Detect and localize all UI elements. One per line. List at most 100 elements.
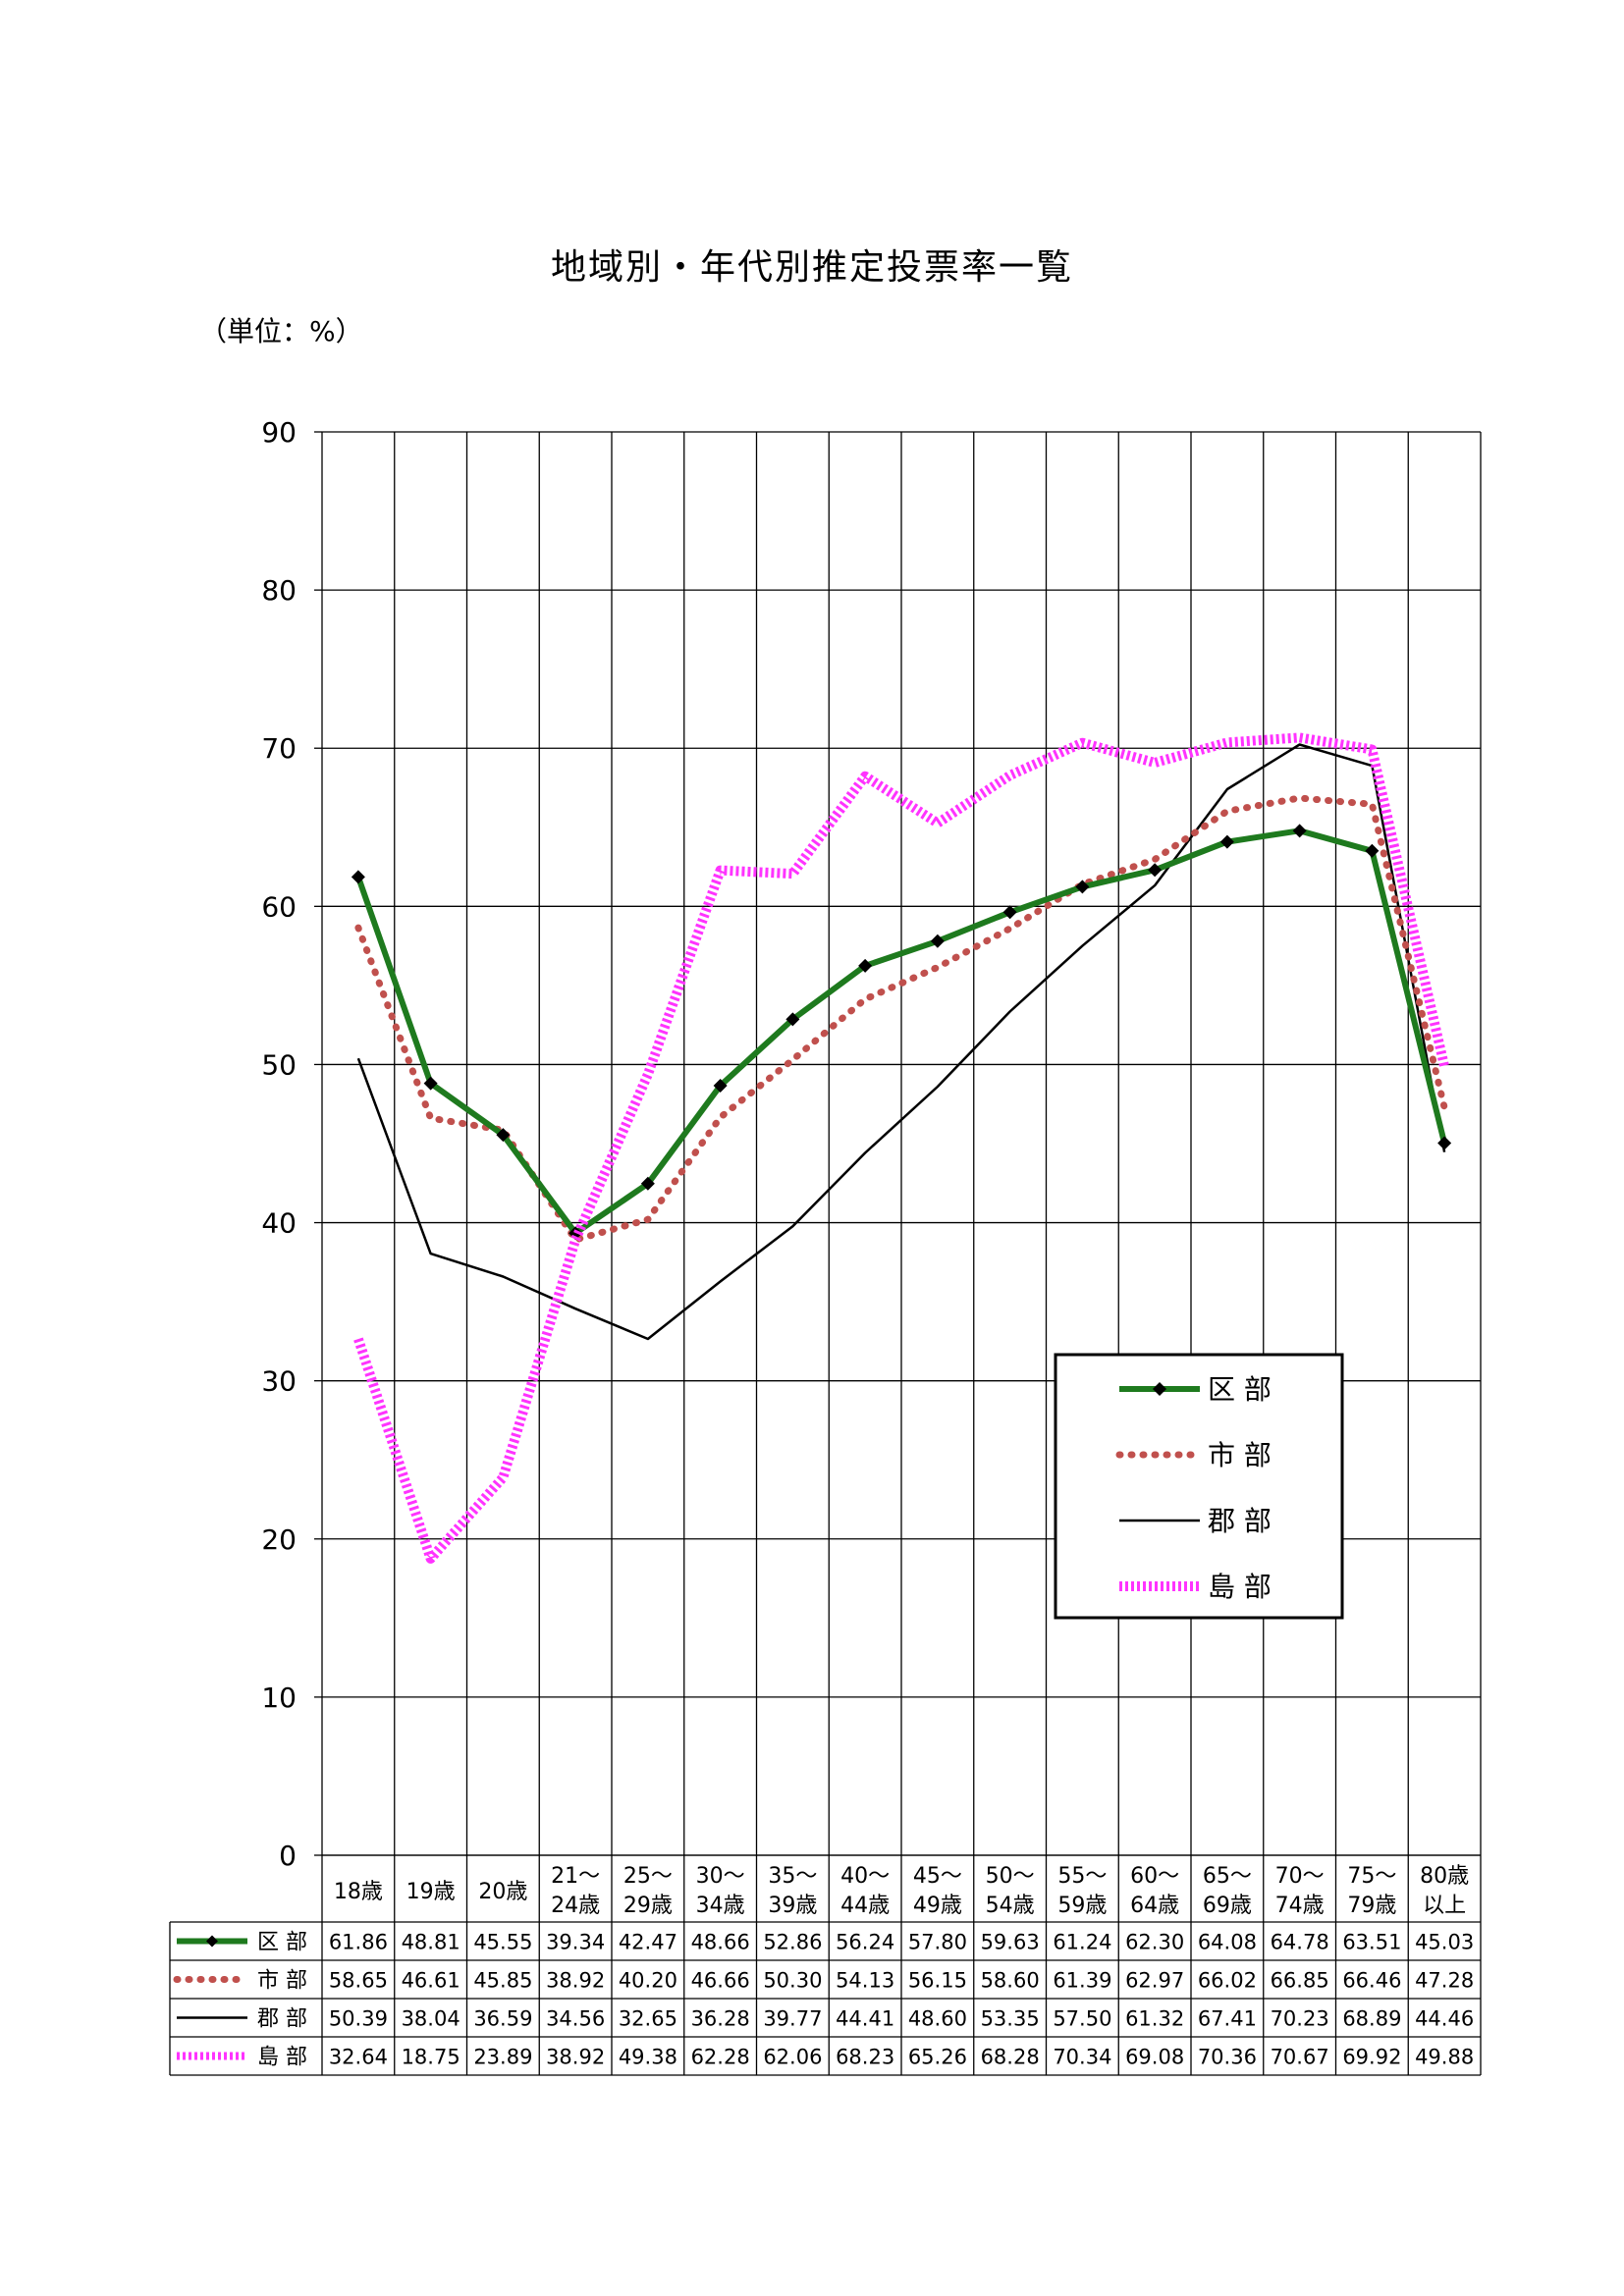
- table-cell-value: 39.77: [763, 2007, 822, 2031]
- table-cell-value: 52.86: [763, 1931, 822, 1954]
- data-point-marker: [496, 1128, 511, 1143]
- legend-entry-4: 島 部: [1119, 1571, 1272, 1603]
- table-cell-value: 62.06: [763, 2046, 822, 2069]
- table-cell-value: 70.67: [1271, 2046, 1329, 2069]
- legend-entry-1: 区 部: [1119, 1373, 1272, 1406]
- legend-entry-3: 郡 部: [1119, 1505, 1272, 1537]
- table-cell-value: 59.63: [981, 1931, 1040, 1954]
- table-cell-value: 57.50: [1053, 2007, 1111, 2031]
- data-point-marker: [351, 870, 365, 884]
- x-category-label: 18歳: [334, 1880, 383, 1904]
- x-category-label: 20歳: [478, 1880, 527, 1904]
- x-category-label: 79歳: [1347, 1894, 1396, 1918]
- legend-label: 市 部: [1208, 1439, 1272, 1471]
- x-category-label: 54歳: [986, 1894, 1035, 1918]
- legend-label: 島 部: [1208, 1571, 1272, 1603]
- y-tick-label: 70: [261, 732, 297, 765]
- table-cell-value: 40.20: [619, 1969, 677, 1993]
- x-category-label: 49歳: [913, 1894, 962, 1918]
- x-category-label: 34歳: [696, 1894, 745, 1918]
- x-category-label: 39歳: [768, 1894, 817, 1918]
- table-cell-value: 69.92: [1342, 2046, 1401, 2069]
- chart-grid: [314, 431, 1482, 1856]
- legend-marker: [1153, 1382, 1166, 1396]
- x-category-label: 21～: [551, 1864, 600, 1889]
- x-category-label: 44歳: [840, 1894, 890, 1918]
- y-tick-label: 40: [261, 1207, 297, 1240]
- table-cell-value: 68.28: [981, 2046, 1040, 2069]
- x-category-label: 24歳: [551, 1894, 600, 1918]
- table-cell-value: 49.38: [619, 2046, 677, 2069]
- unit-label: （単位：%）: [199, 315, 363, 347]
- x-category-label: 64歳: [1130, 1894, 1179, 1918]
- table-cell-value: 39.34: [546, 1931, 605, 1954]
- series-lines: [351, 732, 1452, 1564]
- table-cell-value: 61.39: [1053, 1969, 1111, 1993]
- x-category-label: 69歳: [1203, 1894, 1252, 1918]
- y-tick-label: 60: [261, 890, 297, 923]
- data-point-marker: [713, 1079, 728, 1094]
- table-cell-value: 50.39: [329, 2007, 388, 2031]
- table-cell-value: 61.24: [1053, 1931, 1111, 1954]
- x-category-label: 45～: [913, 1864, 962, 1889]
- y-tick-label: 50: [261, 1048, 297, 1081]
- table-cell-value: 61.32: [1125, 2007, 1184, 2031]
- data-table: 18歳 19歳 20歳 21～ 24歳 25～ 29歳 30～ 34歳 35～ 39歳 40～ 44歳 4…: [169, 1854, 1482, 2076]
- y-tick-label: 30: [261, 1365, 297, 1398]
- legend-box: [1054, 1353, 1344, 1620]
- table-cell-value: 68.89: [1342, 2007, 1401, 2031]
- x-category-label: 30～: [696, 1864, 745, 1889]
- legend-entry-2: 市 部: [1115, 1439, 1272, 1471]
- data-point-marker: [1219, 834, 1234, 849]
- series-3: [356, 743, 1446, 1341]
- table-row: 島 部 32.64 18.75 23.89 38.92 49.38 62.28 62.06 68…: [177, 2046, 1474, 2070]
- x-category-label: 50～: [986, 1864, 1035, 1889]
- table-cell-value: 48.60: [908, 2007, 967, 2031]
- table-cell-value: 48.66: [691, 1931, 750, 1954]
- x-category-label: 29歳: [623, 1894, 673, 1918]
- table-cell-value: 58.60: [981, 1969, 1040, 1993]
- x-category-label: 25～: [623, 1864, 673, 1889]
- data-point-marker: [1075, 880, 1090, 894]
- table-cell-value: 18.75: [402, 2046, 460, 2069]
- table-cell-value: 56.24: [836, 1931, 894, 1954]
- table-cell-value: 32.65: [619, 2007, 677, 2031]
- table-cell-value: 47.28: [1415, 1969, 1474, 1993]
- data-point-marker: [930, 934, 945, 948]
- table-cell-value: 53.35: [981, 2007, 1040, 2031]
- table-cell-value: 56.15: [908, 1969, 967, 1993]
- x-category-label: 55～: [1057, 1864, 1107, 1889]
- x-category-label: 80歳: [1420, 1864, 1469, 1889]
- chart-title: 地域別・年代別推定投票率一覧: [550, 247, 1073, 288]
- data-point-marker: [1002, 905, 1017, 920]
- table-cell-value: 38.04: [402, 2007, 460, 2031]
- x-category-label: 59歳: [1057, 1894, 1107, 1918]
- y-tick-label: 0: [279, 1840, 297, 1872]
- table-cell-value: 65.26: [908, 2046, 967, 2069]
- y-tick-label: 80: [261, 574, 297, 607]
- data-point-marker: [1292, 824, 1307, 838]
- table-cell-value: 50.30: [763, 1969, 822, 1993]
- table-cell-value: 62.28: [691, 2046, 750, 2069]
- y-tick-label: 90: [261, 416, 297, 449]
- table-row-marker: [206, 1935, 218, 1948]
- table-cell-value: 44.41: [836, 2007, 894, 2031]
- table-cell-value: 34.56: [546, 2007, 605, 2031]
- table-cell-value: 54.13: [836, 1969, 894, 1993]
- table-cell-value: 70.36: [1198, 2046, 1257, 2069]
- table-row: 郡 部 50.39 38.04 36.59 34.56 32.65 36.28 39.77 44…: [177, 2007, 1474, 2032]
- x-category-label: 以上: [1423, 1894, 1466, 1918]
- legend-label: 郡 部: [1208, 1505, 1272, 1537]
- table-cell-value: 68.23: [836, 2046, 894, 2069]
- x-category-label: 70～: [1275, 1864, 1325, 1889]
- x-category-label: 40～: [840, 1864, 890, 1889]
- legend-label: 区 部: [1208, 1373, 1272, 1406]
- table-cell-value: 46.61: [402, 1969, 460, 1993]
- table-cell-value: 45.03: [1415, 1931, 1474, 1954]
- y-axis-tick-labels: 0 10 20 30 40 50 60 70 80 90: [261, 416, 297, 1872]
- data-point-marker: [423, 1076, 438, 1091]
- table-cell-value: 38.92: [546, 1969, 605, 1993]
- table-cell-value: 64.08: [1198, 1931, 1257, 1954]
- data-point-marker: [785, 1012, 800, 1027]
- x-category-label: 60～: [1130, 1864, 1179, 1889]
